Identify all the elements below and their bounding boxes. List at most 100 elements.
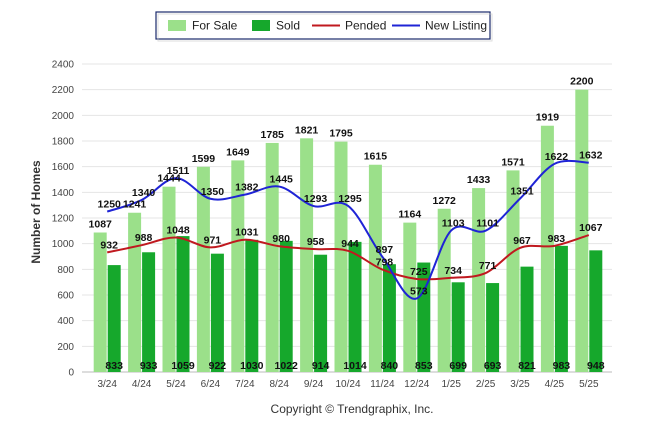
sold-value-label: 914 <box>312 360 330 372</box>
x-tick-label: 5/25 <box>579 379 599 390</box>
legend-shadow <box>157 13 493 42</box>
y-tick-label: 2200 <box>52 85 75 96</box>
bar-for-sale <box>162 186 176 372</box>
pended-value-label: 983 <box>548 233 566 245</box>
bar-sold <box>589 250 603 372</box>
for-sale-value-label: 1571 <box>501 156 525 168</box>
sold-value-label: 840 <box>381 360 399 372</box>
new-listing-value-label: 1445 <box>270 174 294 186</box>
y-tick-label: 2000 <box>52 111 75 122</box>
bar-sold <box>314 254 328 372</box>
sold-value-label: 922 <box>209 360 227 372</box>
legend-label-pended: Pended <box>345 19 386 33</box>
series-lines <box>106 159 590 300</box>
bar-sold <box>107 265 121 372</box>
bars <box>93 89 603 373</box>
sold-value-label: 933 <box>140 360 158 372</box>
sold-value-label: 699 <box>449 360 467 372</box>
pended-value-label: 944 <box>341 238 359 250</box>
bar-sold <box>520 266 534 372</box>
bar-for-sale <box>575 89 589 373</box>
for-sale-value-label: 1241 <box>123 199 147 211</box>
sold-value-label: 1030 <box>240 360 264 372</box>
x-tick-label: 11/24 <box>370 379 395 390</box>
bar-for-sale <box>300 138 314 372</box>
y-tick-label: 600 <box>57 291 74 302</box>
x-tick-label: 12/24 <box>404 379 429 390</box>
x-tick-label: 6/24 <box>201 379 221 390</box>
for-sale-value-label: 1087 <box>89 219 113 231</box>
bar-sold <box>348 241 362 372</box>
pended-value-label: 1067 <box>579 222 603 234</box>
pended-value-label: 725 <box>410 266 428 278</box>
y-tick-label: 400 <box>57 316 74 327</box>
y-tick-label: 1400 <box>52 188 75 199</box>
for-sale-value-label: 1785 <box>261 129 285 141</box>
bar-for-sale <box>334 141 348 372</box>
for-sale-value-label: 1599 <box>192 153 216 165</box>
y-tick-label: 1200 <box>52 214 75 225</box>
legend-swatch-for-sale <box>168 20 186 31</box>
x-tick-label: 4/25 <box>545 379 565 390</box>
y-axis-title: Number of Homes <box>29 160 43 264</box>
legend-label-new-listing: New Listing <box>425 19 487 33</box>
copyright-text: Copyright © Trendgraphix, Inc. <box>271 402 434 416</box>
new-listing-value-label: 1622 <box>545 151 569 163</box>
bar-sold <box>486 283 500 372</box>
y-tick-label: 1600 <box>52 162 75 173</box>
y-tick-label: 200 <box>57 342 74 353</box>
x-tick-label: 1/25 <box>441 379 461 390</box>
x-tick-label: 4/24 <box>132 379 152 390</box>
bar-for-sale <box>231 160 245 372</box>
bar-sold <box>451 282 465 372</box>
new-listing-value-label: 573 <box>410 285 428 297</box>
y-tick-label: 1800 <box>52 137 75 148</box>
pended-value-label: 734 <box>444 265 462 277</box>
legend: For Sale Sold Pended New Listing <box>155 11 493 42</box>
x-tick-label: 5/24 <box>166 379 186 390</box>
pended-value-label: 971 <box>204 234 222 246</box>
bar-for-sale <box>472 188 486 372</box>
sold-value-label: 983 <box>553 360 571 372</box>
new-listing-value-label: 1340 <box>132 187 156 199</box>
for-sale-value-label: 1795 <box>329 128 353 140</box>
legend-swatch-sold <box>252 20 270 31</box>
new-listing-value-label: 1250 <box>98 199 122 211</box>
bar-for-sale <box>265 142 279 372</box>
line-new-listing <box>106 159 589 300</box>
pended-value-label: 980 <box>272 233 290 245</box>
pended-value-label: 988 <box>135 232 153 244</box>
x-tick-label: 8/24 <box>269 379 289 390</box>
x-tick-label: 3/25 <box>510 379 530 390</box>
sold-value-label: 1014 <box>343 360 367 372</box>
legend-label-sold: Sold <box>276 19 300 33</box>
bar-for-sale <box>128 212 142 372</box>
y-tick-label: 0 <box>68 368 74 379</box>
bar-sold <box>176 236 190 372</box>
for-sale-value-label: 1444 <box>157 173 181 185</box>
for-sale-value-label: 1649 <box>226 146 250 158</box>
new-listing-value-label: 1103 <box>442 217 465 229</box>
x-tick-label: 7/24 <box>235 379 255 390</box>
bar-sold <box>210 253 224 372</box>
for-sale-value-label: 1821 <box>295 124 319 136</box>
pended-value-label: 1031 <box>235 227 259 239</box>
y-tick-label: 2400 <box>52 60 75 71</box>
pended-value-label: 771 <box>479 260 497 272</box>
sold-value-label: 853 <box>415 360 433 372</box>
new-listing-value-label: 1632 <box>579 150 603 162</box>
bar-for-sale <box>506 170 520 372</box>
pended-value-label: 967 <box>513 235 531 247</box>
y-tick-label: 1000 <box>52 239 75 250</box>
sold-value-label: 1059 <box>171 360 195 372</box>
bar-for-sale <box>540 125 554 372</box>
bar-sold <box>554 245 568 372</box>
new-listing-value-label: 1511 <box>167 165 190 177</box>
sold-value-label: 693 <box>484 360 502 372</box>
for-sale-value-label: 2200 <box>570 76 594 88</box>
axis-ticks: 0 200 400 600 800 1000 1200 1400 1600 1800 2000 220… <box>52 60 599 391</box>
new-listing-value-label: 1295 <box>338 193 362 205</box>
new-listing-value-label: 1350 <box>201 186 225 198</box>
x-tick-label: 9/24 <box>304 379 324 390</box>
